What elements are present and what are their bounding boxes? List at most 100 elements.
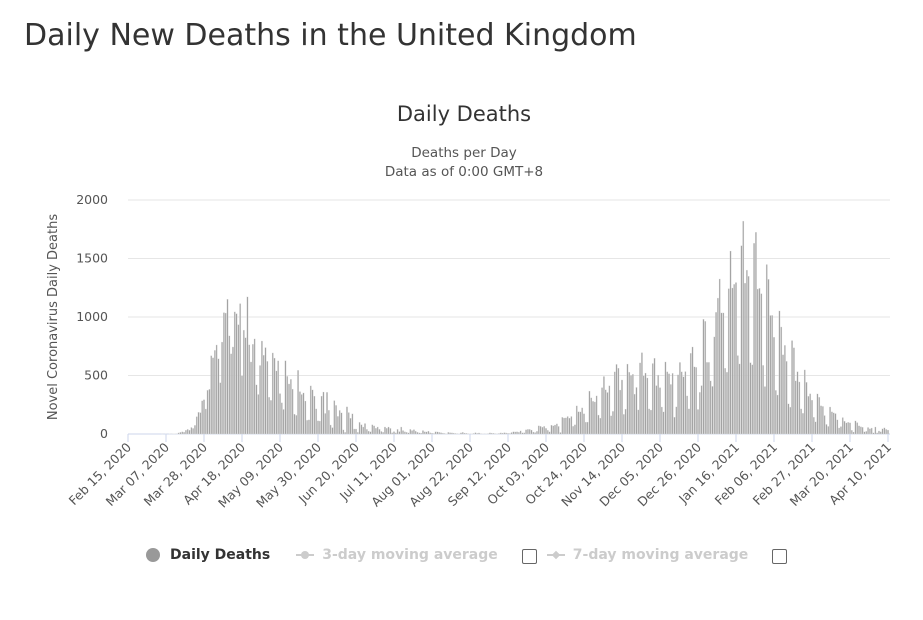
bar[interactable] [603, 376, 605, 435]
bar[interactable] [490, 432, 493, 435]
bar[interactable] [829, 406, 831, 435]
bar[interactable] [610, 415, 612, 435]
bar[interactable] [391, 432, 394, 435]
bar[interactable] [275, 370, 278, 435]
bar[interactable] [518, 431, 520, 435]
bar[interactable] [651, 363, 654, 435]
bar[interactable] [317, 420, 319, 435]
bar[interactable] [548, 431, 551, 435]
bar[interactable] [740, 245, 743, 435]
bar[interactable] [295, 415, 298, 435]
bar[interactable] [498, 433, 500, 435]
bar[interactable] [320, 395, 323, 435]
bar[interactable] [472, 433, 475, 435]
bar[interactable] [729, 250, 732, 435]
bar[interactable] [465, 433, 468, 435]
bar[interactable] [250, 361, 252, 435]
bar[interactable] [382, 431, 384, 435]
bar[interactable] [736, 355, 739, 435]
bar[interactable] [503, 432, 506, 435]
bar[interactable] [586, 421, 589, 435]
bar[interactable] [360, 424, 363, 435]
bar[interactable] [449, 432, 451, 435]
bar[interactable] [769, 315, 772, 435]
bar[interactable] [329, 424, 332, 435]
bar[interactable] [671, 373, 674, 435]
bar[interactable] [521, 432, 524, 435]
bar[interactable] [376, 426, 379, 435]
bar[interactable] [252, 343, 254, 435]
bar[interactable] [434, 431, 437, 435]
bar[interactable] [452, 432, 455, 435]
bar[interactable] [461, 432, 464, 435]
bar[interactable] [791, 340, 793, 435]
bar[interactable] [794, 380, 797, 435]
bar[interactable] [841, 417, 844, 435]
bar[interactable] [190, 427, 193, 435]
bar[interactable] [642, 375, 645, 435]
bar[interactable] [385, 427, 388, 435]
bar[interactable] [530, 429, 533, 435]
bar[interactable] [805, 382, 808, 435]
bar[interactable] [579, 411, 582, 435]
bar[interactable] [510, 432, 513, 435]
bar[interactable] [655, 385, 658, 435]
bar[interactable] [807, 396, 810, 435]
bar[interactable] [221, 341, 223, 435]
bar[interactable] [554, 424, 556, 435]
bar[interactable] [279, 393, 281, 435]
bar[interactable] [556, 423, 558, 435]
bar[interactable] [818, 396, 821, 435]
bar[interactable] [416, 432, 419, 435]
bar[interactable] [849, 422, 851, 435]
bar[interactable] [617, 367, 620, 435]
bar[interactable] [780, 326, 783, 435]
bar[interactable] [400, 426, 403, 435]
bar[interactable] [237, 324, 240, 435]
bar[interactable] [660, 406, 663, 435]
bar[interactable] [501, 432, 504, 435]
bar[interactable] [709, 380, 712, 435]
bar[interactable] [375, 427, 377, 435]
bar[interactable] [565, 417, 567, 435]
bar[interactable] [613, 371, 616, 435]
bar[interactable] [574, 424, 576, 435]
bar[interactable] [785, 361, 788, 435]
bar[interactable] [384, 426, 386, 435]
bar[interactable] [177, 432, 180, 435]
bar[interactable] [608, 385, 611, 435]
bar[interactable] [447, 432, 450, 435]
bar[interactable] [624, 408, 627, 435]
bar[interactable] [204, 408, 207, 435]
bar[interactable] [532, 431, 535, 435]
bar[interactable] [440, 432, 442, 435]
bar[interactable] [436, 431, 439, 435]
bar[interactable] [686, 395, 688, 435]
bar[interactable] [270, 400, 272, 435]
bar[interactable] [787, 403, 790, 435]
bar[interactable] [362, 426, 365, 435]
bar[interactable] [353, 428, 356, 435]
bar[interactable] [867, 427, 869, 435]
bar[interactable] [823, 415, 826, 435]
bar[interactable] [708, 362, 710, 435]
bar[interactable] [595, 395, 598, 435]
bar[interactable] [543, 426, 546, 435]
bar[interactable] [420, 432, 422, 435]
bar[interactable] [630, 375, 632, 435]
bar[interactable] [185, 429, 187, 435]
bar[interactable] [722, 312, 725, 435]
bar[interactable] [286, 376, 289, 435]
bar[interactable] [519, 430, 522, 435]
bar[interactable] [751, 364, 754, 435]
bar[interactable] [460, 432, 462, 435]
bar[interactable] [429, 432, 432, 435]
bar[interactable] [559, 432, 562, 435]
bar[interactable] [404, 431, 406, 435]
bar[interactable] [308, 419, 310, 435]
bar[interactable] [744, 282, 746, 435]
bar[interactable] [215, 344, 218, 435]
bar[interactable] [767, 279, 770, 435]
bar[interactable] [534, 432, 536, 435]
bar[interactable] [572, 426, 574, 435]
